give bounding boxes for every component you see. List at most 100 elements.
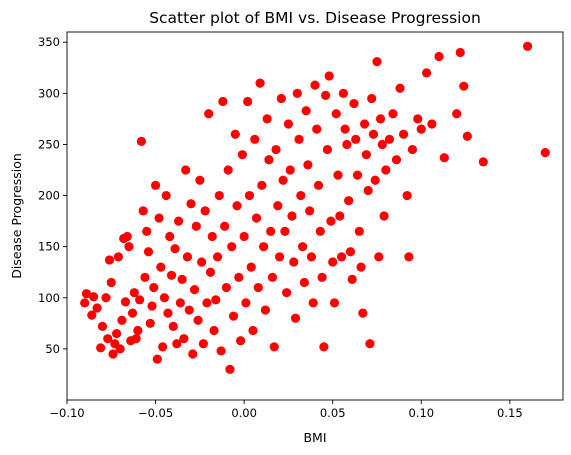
data-point: [266, 226, 276, 236]
data-point: [317, 272, 327, 282]
data-point: [193, 315, 203, 325]
data-point: [368, 129, 379, 139]
data-point: [248, 325, 258, 336]
data-point: [331, 109, 341, 119]
data-point: [115, 344, 125, 354]
data-point: [221, 282, 232, 293]
data-point: [170, 244, 180, 254]
data-point: [259, 242, 269, 252]
data-point: [349, 98, 359, 109]
data-point: [205, 267, 216, 277]
data-point: [255, 78, 265, 88]
data-point: [152, 354, 162, 364]
data-point: [289, 257, 299, 267]
data-point: [372, 57, 382, 67]
plot-area: [67, 32, 563, 400]
data-point: [306, 252, 317, 262]
data-point: [175, 298, 185, 308]
data-point: [296, 190, 306, 201]
data-point: [207, 231, 217, 242]
data-point: [294, 134, 304, 144]
data-point: [122, 231, 132, 242]
data-point: [407, 144, 418, 155]
data-point: [370, 175, 380, 185]
data-point: [278, 175, 288, 185]
data-point: [301, 106, 311, 116]
data-point: [326, 216, 336, 226]
data-point: [336, 252, 347, 262]
data-point: [310, 80, 320, 90]
data-point: [287, 211, 297, 221]
data-point: [239, 231, 249, 242]
data-point: [211, 295, 221, 305]
data-point: [260, 305, 270, 315]
axes: −0.10 −0.05 0.00 0.05 0.10 0.15 50 100 150 200 250…: [38, 35, 523, 420]
data-point: [345, 247, 356, 257]
data-point: [120, 297, 131, 307]
data-point: [246, 262, 256, 272]
data-point: [416, 124, 426, 134]
data-point: [374, 252, 384, 262]
x-tick-label: −0.10: [49, 406, 84, 420]
data-point: [335, 211, 345, 221]
data-point: [328, 257, 338, 267]
data-point: [319, 342, 329, 352]
data-point: [333, 170, 343, 180]
data-point: [427, 119, 437, 129]
data-point: [138, 206, 148, 216]
data-point: [250, 134, 260, 144]
data-point: [347, 274, 357, 284]
data-point: [375, 114, 386, 124]
plot-frame: [66, 31, 564, 401]
data-point: [455, 47, 465, 58]
data-point: [127, 308, 138, 318]
data-point: [391, 155, 402, 165]
data-point: [112, 328, 122, 339]
data-point: [88, 292, 99, 302]
chart-title: Scatter plot of BMI vs. Disease Progress…: [149, 9, 481, 27]
data-point: [452, 109, 462, 119]
data-point: [214, 190, 224, 201]
data-point: [365, 339, 375, 349]
data-point: [298, 242, 308, 252]
data-point: [149, 282, 159, 293]
data-point: [198, 339, 208, 349]
data-point: [150, 180, 161, 190]
data-point: [264, 155, 274, 165]
x-tick-label: 0.05: [320, 406, 346, 420]
data-point: [243, 96, 253, 107]
data-point: [101, 293, 111, 303]
data-point: [321, 90, 331, 100]
data-point: [241, 298, 251, 308]
y-tick-label: 150: [38, 240, 60, 254]
data-point: [340, 124, 350, 134]
data-point: [191, 221, 201, 231]
data-point: [344, 196, 354, 206]
data-point: [184, 305, 194, 315]
x-tick-label: −0.05: [138, 406, 173, 420]
data-point: [329, 298, 340, 308]
data-point: [81, 289, 92, 299]
data-point: [131, 334, 141, 344]
data-point: [237, 150, 247, 160]
data-point: [136, 136, 146, 146]
data-point: [274, 252, 285, 262]
data-point: [379, 211, 389, 221]
data-point: [299, 277, 309, 288]
data-point: [257, 180, 267, 190]
data-point: [202, 298, 212, 308]
data-point: [174, 216, 184, 226]
data-point: [135, 295, 145, 305]
data-points: [80, 41, 550, 374]
data-point: [273, 201, 283, 211]
data-point: [305, 206, 315, 216]
data-point: [216, 346, 226, 356]
data-point: [388, 109, 398, 119]
data-point: [360, 119, 370, 129]
data-point: [338, 88, 348, 98]
data-point: [377, 139, 387, 150]
data-point: [182, 252, 193, 262]
data-point: [280, 226, 290, 236]
data-point: [290, 313, 301, 323]
